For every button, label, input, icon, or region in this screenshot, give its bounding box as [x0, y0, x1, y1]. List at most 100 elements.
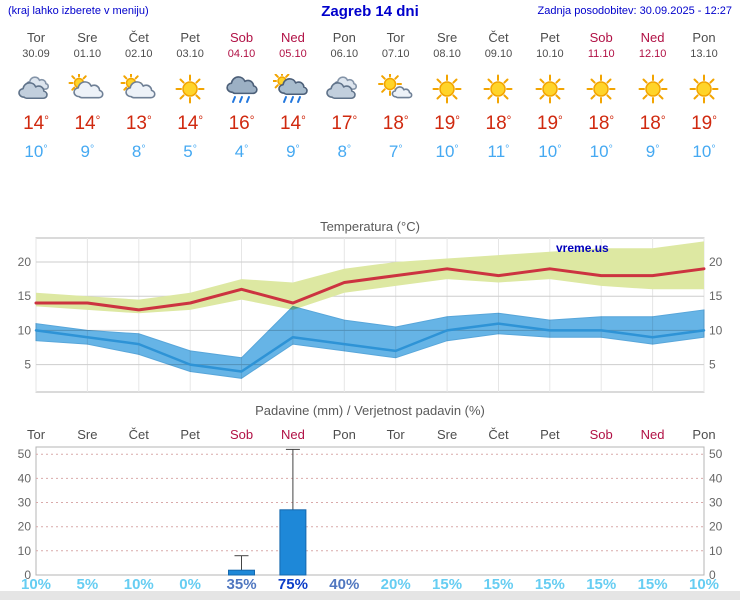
precip-probability: 15%	[534, 576, 565, 593]
forecast-day: Sob 04.10 16° 4°	[216, 30, 268, 162]
y-tick-label: 10	[18, 544, 32, 558]
watermark: vreme.us	[556, 241, 609, 255]
y-tick-label: 20	[709, 520, 723, 534]
temp-value: 17	[331, 112, 353, 134]
forecast-day: Tor 30.09 14° 10°	[10, 30, 62, 162]
precipitation-chart: 0 0 10 10 20 20 30 30 40 40 50 50	[18, 446, 723, 582]
temp-value: 19	[536, 112, 559, 134]
day-name: Čet	[128, 30, 149, 45]
y-tick-label: 15	[709, 289, 723, 303]
y-tick-label: 20	[18, 520, 32, 534]
degree-sign: °	[90, 142, 95, 155]
sunny-icon	[575, 74, 627, 104]
day-date: 12.10	[638, 47, 667, 60]
rain-icon	[216, 74, 268, 104]
y-tick-label: 10	[709, 544, 723, 558]
temp-value: 18	[588, 112, 610, 134]
day-date: 30.09	[22, 47, 50, 60]
day-tmax: 19°	[421, 113, 473, 135]
precip-day-label: Pon	[692, 427, 716, 442]
temp-value: 10	[538, 141, 558, 161]
forecast-day: Ned 12.10 18° 9°	[627, 30, 679, 162]
temperature-chart-title: Temperatura (°C)	[320, 219, 420, 234]
sunny-icon	[627, 74, 679, 104]
degree-sign: °	[558, 113, 563, 127]
forecast-day: Sre 08.10 19° 10°	[421, 30, 473, 162]
precip-day-label: Sre	[77, 427, 98, 442]
day-tmax: 14°	[10, 113, 62, 135]
precip-day-label: Pet	[180, 427, 200, 442]
precip-probability: 10%	[688, 576, 720, 593]
day-name: Čet	[488, 30, 509, 45]
forecast-day: Čet 02.10 13° 8°	[113, 30, 165, 162]
temp-value: 14	[23, 112, 45, 134]
precip-probability: 40%	[329, 576, 360, 593]
precip-bar	[279, 509, 307, 576]
temp-value: 10	[24, 141, 44, 161]
day-name: Pon	[332, 30, 356, 45]
horizontal-scrollbar[interactable]	[0, 591, 740, 600]
degree-sign: °	[712, 113, 717, 127]
forecast-day: Pet 10.10 19° 10°	[524, 30, 576, 162]
sunny-icon	[678, 74, 730, 104]
degree-sign: °	[398, 142, 403, 155]
y-tick-label: 0	[24, 568, 31, 582]
min-range-band	[35, 305, 705, 379]
degree-sign: °	[249, 113, 255, 127]
day-tmax: 14°	[267, 113, 319, 135]
degree-sign: °	[609, 113, 615, 127]
y-tick-label: 30	[18, 496, 32, 510]
day-name: Sob	[229, 30, 254, 45]
temp-value: 14	[74, 112, 96, 134]
degree-sign: °	[506, 113, 512, 127]
temp-value: 19	[434, 112, 456, 134]
day-tmax: 19°	[678, 113, 730, 135]
precip-day-label: Sob	[229, 427, 254, 442]
degree-sign: °	[43, 142, 48, 155]
forecast-day: Pon 13.10 19° 10°	[678, 30, 730, 162]
degree-sign: °	[655, 142, 660, 155]
page-title: Zagreb 14 dni	[321, 3, 419, 20]
partly-cloudy-icon	[61, 73, 113, 104]
temp-value: 9	[80, 141, 90, 161]
day-tmax: 14°	[164, 113, 216, 135]
cloudy-icon	[10, 74, 62, 104]
forecast-day: Sre 01.10 14° 9°	[61, 30, 113, 162]
temp-value: 10	[435, 141, 455, 161]
temperature-chart: 5 5 10 10 15 15 20 20 vreme.us	[18, 237, 723, 393]
day-name: Ned	[280, 30, 305, 45]
degree-sign: °	[711, 142, 716, 155]
y-tick-label: 20	[709, 255, 723, 269]
y-tick-label: 50	[709, 447, 723, 461]
day-date: 05.10	[279, 47, 307, 60]
plot-area	[35, 446, 705, 576]
temp-value: 18	[382, 112, 404, 134]
degree-sign: °	[608, 142, 613, 155]
day-date: 03.10	[176, 47, 204, 60]
day-name: Sre	[436, 30, 458, 45]
day-date: 02.10	[125, 47, 153, 60]
y-tick-label: 5	[709, 358, 716, 372]
y-tick-label: 10	[709, 323, 723, 337]
day-name: Sob	[589, 30, 613, 45]
precip-day-label: Čet	[488, 427, 509, 442]
temp-value: 4	[234, 141, 245, 161]
rain-sun-icon	[267, 73, 319, 104]
forecast-day: Pet 03.10 14° 5°	[164, 30, 216, 162]
day-tmax: 18°	[627, 113, 679, 135]
temp-value: 10	[692, 141, 712, 161]
day-name: Tor	[26, 30, 46, 45]
temp-value: 9	[286, 141, 296, 161]
day-tmax: 17°	[318, 113, 370, 135]
temp-value: 14	[279, 112, 302, 134]
y-tick-label: 40	[709, 471, 723, 485]
y-tick-label: 0	[709, 568, 716, 582]
precip-probability: 10%	[20, 576, 52, 593]
temp-value: 18	[485, 112, 507, 134]
temp-value: 11	[487, 141, 506, 161]
precip-probability: 75%	[277, 576, 308, 593]
y-tick-label: 5	[24, 358, 31, 372]
day-tmax: 13°	[113, 113, 165, 135]
day-tmin: 9°	[61, 142, 113, 162]
